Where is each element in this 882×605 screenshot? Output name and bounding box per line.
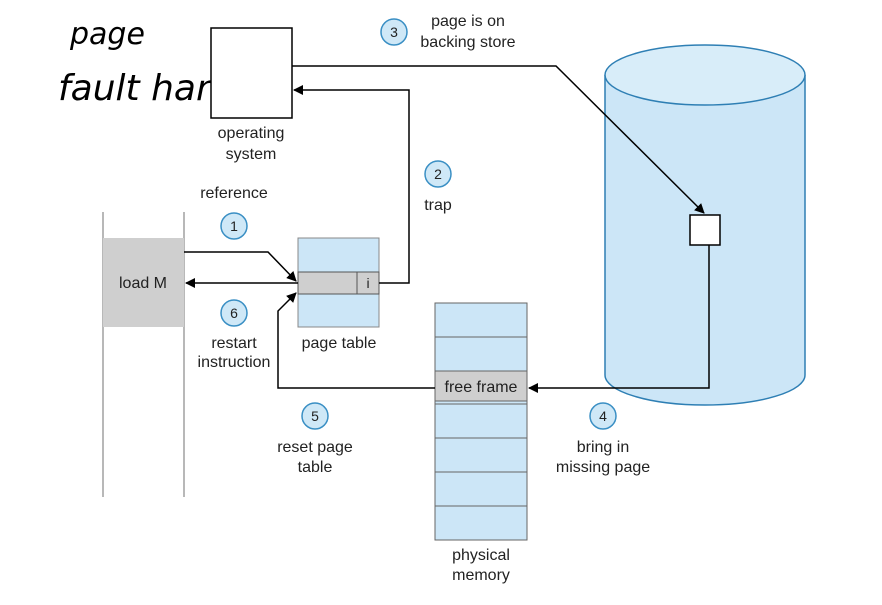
step-1-marker: 1 [220,212,248,240]
free-frame-label: free frame [445,379,518,396]
operating-system-box [210,27,293,119]
os-label-line1: operating [218,125,285,142]
arrow-reference [184,251,297,282]
arrow-reset-page-table [277,292,435,389]
step-6-label-line1: restart [211,335,257,352]
step-6-number: 6 [230,305,238,321]
step-5-label-line2: table [298,459,333,476]
arrow-bring-in-page [528,245,710,393]
step-3-marker: 3 [380,18,408,46]
arrow-trap [293,85,410,284]
step-2-label: trap [424,197,452,214]
missing-page-block [689,214,721,246]
step-3-label-line2: backing store [420,34,515,51]
free-frame-slot [434,370,528,402]
physical-memory-label-line2: memory [452,567,510,584]
step-5-number: 5 [311,408,319,424]
step-4-label-line1: bring in [577,439,629,456]
physical-memory [434,302,528,541]
step-5-marker: 5 [301,402,329,430]
step-2-marker: 2 [424,160,452,188]
step-3-label-line1: page is on [431,13,505,30]
load-m-label: load M [119,275,167,292]
arrow-to-backing-store [292,65,705,214]
step-6-label-line2: instruction [198,354,271,371]
step-3-number: 3 [390,24,398,40]
page-table-label: page table [302,335,377,352]
annotation-line1: page [69,17,145,52]
step-1-number: 1 [230,218,238,234]
physical-memory-label-line1: physical [452,547,510,564]
reference-label: reference [200,185,268,202]
step-4-marker: 4 [589,402,617,430]
step-4-label-line2: missing page [556,459,650,476]
step-4-number: 4 [599,408,607,424]
step-2-number: 2 [434,166,442,182]
invalid-bit: i [366,275,369,291]
load-m-instruction-box [103,238,184,327]
os-label-line2: system [226,146,277,163]
step-5-label-line1: reset page [277,439,353,456]
step-6-marker: 6 [220,299,248,327]
